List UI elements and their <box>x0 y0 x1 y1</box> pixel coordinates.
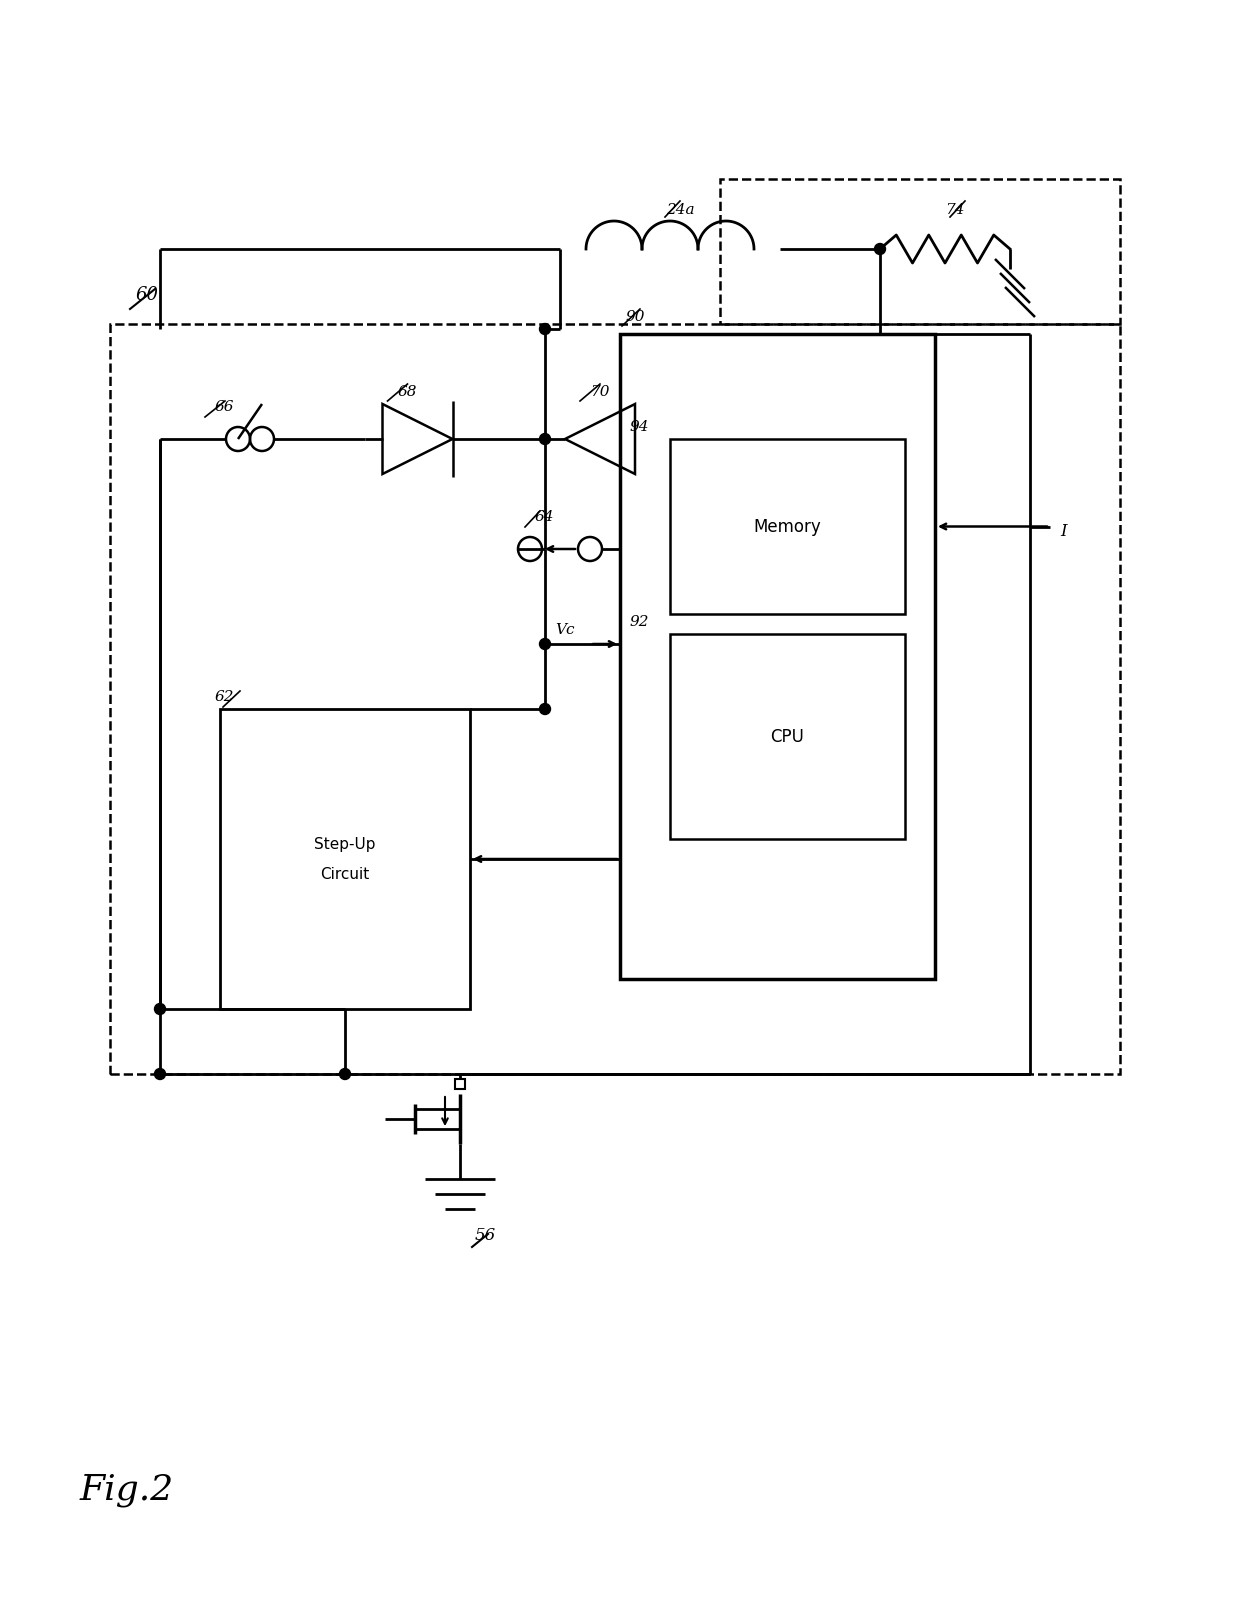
Circle shape <box>539 324 551 335</box>
Circle shape <box>155 1004 165 1015</box>
Text: 64: 64 <box>534 510 554 525</box>
Text: CPU: CPU <box>770 727 805 745</box>
Circle shape <box>340 1069 351 1080</box>
Circle shape <box>874 243 885 254</box>
Circle shape <box>539 704 551 714</box>
Text: 90: 90 <box>625 309 645 324</box>
Text: 68: 68 <box>398 385 417 398</box>
Text: Fig.2: Fig.2 <box>81 1473 175 1507</box>
Text: 24a: 24a <box>666 202 694 217</box>
Bar <box>670 439 905 614</box>
Text: 70: 70 <box>590 385 610 398</box>
Text: 66: 66 <box>215 400 234 414</box>
Bar <box>110 324 1120 1073</box>
Text: 62: 62 <box>215 690 234 704</box>
Circle shape <box>539 638 551 649</box>
Bar <box>720 180 1120 324</box>
Text: I: I <box>1060 523 1066 541</box>
Text: 60: 60 <box>135 287 157 304</box>
Text: 92: 92 <box>630 615 650 630</box>
Bar <box>670 635 905 839</box>
Text: 94: 94 <box>630 419 650 434</box>
Bar <box>620 334 935 979</box>
Text: Memory: Memory <box>754 518 821 536</box>
Text: Vc: Vc <box>556 623 574 636</box>
Bar <box>455 1078 465 1090</box>
Text: 74: 74 <box>945 202 965 217</box>
Text: Circuit: Circuit <box>320 866 370 881</box>
Circle shape <box>155 1069 165 1080</box>
Circle shape <box>539 434 551 445</box>
Text: Step-Up: Step-Up <box>314 837 376 852</box>
Text: 56: 56 <box>475 1227 496 1243</box>
Bar <box>219 709 470 1009</box>
